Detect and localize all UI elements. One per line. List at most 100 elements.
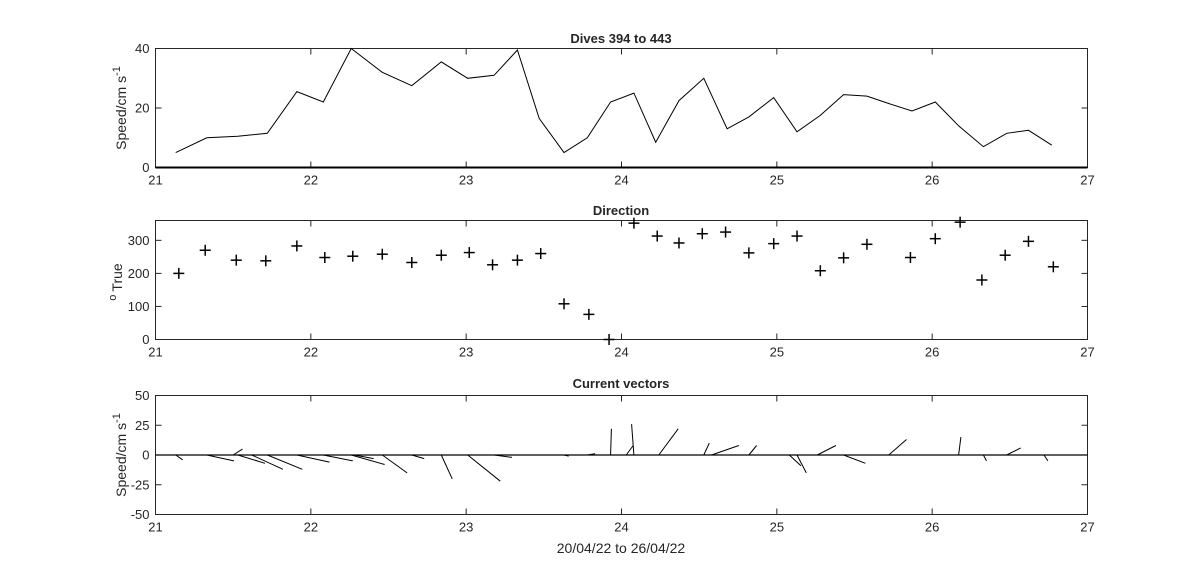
vectors-vector [382,454,408,474]
vectors-xtick-label: 27 [1080,520,1094,535]
direction-plus-marker [260,255,272,267]
direction-plus-marker [535,248,547,260]
vectors-vector [658,428,679,456]
vectors-vector [323,454,353,462]
vectors-vector [175,454,183,461]
direction-title: Direction [593,203,649,218]
vectors-vector [587,453,596,456]
direction-plus-marker [673,237,685,249]
direction-plus-marker [904,252,916,264]
direction-plus-marker [435,249,447,261]
vectors-title: Current vectors [573,376,670,391]
direction-xtick-label: 25 [770,345,784,360]
vectors-vector [467,454,501,482]
direction-xtick-label: 23 [459,345,473,360]
direction-xtick-label: 21 [148,345,162,360]
vectors-ytick-label: 50 [135,388,149,403]
direction-plus-marker [838,252,850,264]
direction-xtick-label: 22 [304,345,318,360]
direction-plus-marker [976,274,988,286]
direction-plus-marker [463,247,475,259]
vectors-vector [1006,447,1021,456]
speed-xtick-label: 26 [925,173,939,188]
vectors-plot-area [155,424,1088,482]
speed-xtick-label: 25 [770,173,784,188]
vectors-xlabel: 20/04/22 to 26/04/22 [557,540,686,556]
direction-plus-marker [291,240,303,252]
vectors-vector [351,454,385,465]
direction-plus-marker [583,308,595,320]
vectors-vector [251,454,284,470]
speed-ylabel: Speed/cm s-1 [111,66,129,150]
direction-plus-marker [696,228,708,240]
vectors-vector [982,454,987,462]
speed-ytick-label: 0 [142,160,149,175]
direction-ytick-label: 100 [128,299,150,314]
direction-plot-area [173,216,1059,345]
vectors-xtick-label: 21 [148,520,162,535]
direction-plus-marker [929,233,941,245]
direction-xtick-label: 24 [614,345,628,360]
direction-xtick-label: 27 [1080,345,1094,360]
vectors-vector [610,428,612,456]
vectors-vector [354,454,374,460]
direction-plus-marker [376,248,388,260]
direction-ylabel-degree: o [107,295,119,301]
direction-ytick-label: 300 [128,233,150,248]
vectors-ylabel: Speed/cm s-1 [111,413,129,497]
direction-plus-marker [628,217,640,229]
direction-plus-marker [347,250,359,262]
vectors-ytick-label: -25 [131,477,150,492]
speed-xtick-label: 24 [614,173,628,188]
direction-plus-marker [199,244,211,256]
vectors-vector [237,454,266,464]
direction-ylabel: o True [107,263,125,301]
direction-plus-marker [1022,235,1034,247]
direction-plus-marker [651,230,663,242]
vectors-vector [958,437,962,456]
vectors-xtick-label: 25 [770,520,784,535]
speed-series-line [175,47,1053,154]
direction-plus-marker [558,298,570,310]
vectors-vector [232,448,243,456]
speed-ytick-label: 40 [135,41,149,56]
vectors-vector [888,439,907,456]
direction-ytick-label: 0 [142,332,149,347]
direction-plus-marker [814,265,826,277]
vectors-ytick-label: 0 [142,448,149,463]
speed-panel: Dives 394 to 443 Speed/cm s-1 21 22 23 24 25… [111,31,1095,188]
vectors-ytick-label: 25 [135,418,149,433]
speed-ytick-label: 20 [135,101,149,116]
direction-plus-marker [954,216,966,228]
direction-ticks: 21 22 23 24 25 26 27 0 100 200 300 [128,220,1095,360]
vectors-xtick-label: 22 [304,520,318,535]
direction-plus-marker [999,249,1011,261]
speed-xtick-label: 21 [148,173,162,188]
vectors-vector [796,454,807,474]
direction-plus-marker [743,247,755,259]
vectors-vector [788,454,802,467]
vectors-vector [267,454,303,470]
speed-xtick-label: 27 [1080,173,1094,188]
direction-plus-marker [173,267,185,279]
direction-plus-marker [603,334,615,345]
vectors-vector [563,454,569,457]
vectors-ylabel-text: Speed/cm s [113,423,129,497]
vectors-xtick-label: 23 [459,520,473,535]
vectors-vector [703,442,710,456]
speed-plot-area [155,47,1088,169]
vectors-vector [625,445,634,456]
direction-plus-marker [406,256,418,268]
vectors-vector [494,454,513,458]
vectors-ylabel-superscript: -1 [111,413,123,423]
direction-ytick-label: 200 [128,266,150,281]
direction-plus-marker [791,230,803,242]
speed-title: Dives 394 to 443 [570,31,671,46]
direction-plus-marker [511,254,523,266]
direction-panel: Direction o True 21 22 23 24 25 26 27 0 100 200 300 [107,203,1095,360]
speed-ylabel-superscript: -1 [111,66,123,76]
vectors-xtick-label: 26 [925,520,939,535]
direction-plus-marker [319,252,331,264]
